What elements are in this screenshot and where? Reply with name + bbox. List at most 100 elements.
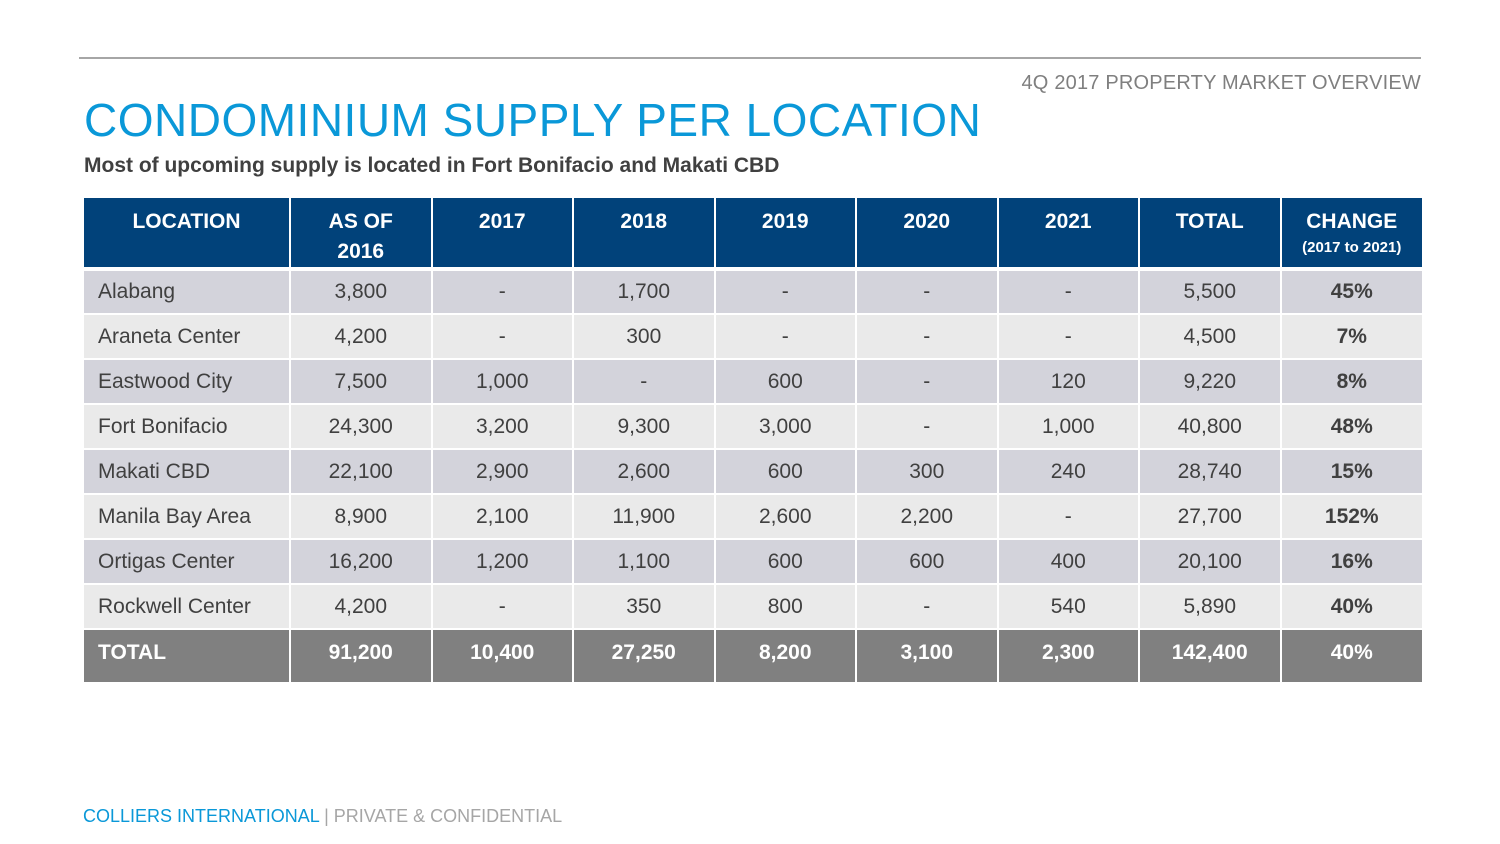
cell-2019: 600 — [714, 449, 857, 495]
cell-2021: 400 — [997, 539, 1140, 585]
cell-location: Manila Bay Area — [84, 494, 291, 540]
report-label: 4Q 2017 PROPERTY MARKET OVERVIEW — [1021, 72, 1421, 94]
cell-2018: 2,600 — [573, 449, 716, 495]
cell-change: 48% — [1280, 404, 1422, 450]
cell-2017: - — [431, 269, 574, 315]
cell-total: 5,890 — [1139, 584, 1282, 630]
table-header: LOCATION AS OF 2016 2017 2018 2019 2020 2… — [84, 198, 1422, 270]
total-cell-2021: 2,300 — [997, 629, 1140, 684]
table-row: Rockwell Center 4,200 - 350 800 - 540 5,… — [84, 584, 1422, 630]
total-cell-change: 40% — [1280, 629, 1422, 684]
col-header-2019: 2019 — [714, 198, 857, 270]
total-row: TOTAL 91,200 10,400 27,250 8,200 3,100 2… — [84, 629, 1422, 684]
cell-2020: - — [856, 404, 999, 450]
cell-location: Rockwell Center — [84, 584, 291, 630]
col-header-change-sub: (2017 to 2021) — [1302, 239, 1402, 256]
cell-2018: 1,100 — [573, 539, 716, 585]
cell-change: 7% — [1280, 314, 1422, 360]
cell-location: Ortigas Center — [84, 539, 291, 585]
cell-location: Alabang — [84, 269, 291, 315]
table-row: Manila Bay Area 8,900 2,100 11,900 2,600… — [84, 494, 1422, 540]
cell-location: Fort Bonifacio — [84, 404, 291, 450]
cell-2021: 1,000 — [997, 404, 1140, 450]
cell-2017: 1,000 — [431, 359, 574, 405]
cell-as-of-2016: 4,200 — [290, 584, 433, 630]
cell-2020: - — [856, 359, 999, 405]
table-row: Eastwood City 7,500 1,000 - 600 - 120 9,… — [84, 359, 1422, 405]
cell-change: 8% — [1280, 359, 1422, 405]
cell-location: Araneta Center — [84, 314, 291, 360]
cell-2019: 3,000 — [714, 404, 857, 450]
cell-as-of-2016: 8,900 — [290, 494, 433, 540]
cell-as-of-2016: 3,800 — [290, 269, 433, 315]
col-header-as-of-line1: AS OF — [328, 210, 393, 233]
cell-2017: 2,900 — [431, 449, 574, 495]
page-title: CONDOMINIUM SUPPLY PER LOCATION — [84, 94, 982, 146]
cell-2018: 1,700 — [573, 269, 716, 315]
cell-total: 40,800 — [1139, 404, 1282, 450]
cell-2017: - — [431, 314, 574, 360]
cell-as-of-2016: 7,500 — [290, 359, 433, 405]
cell-2021: 540 — [997, 584, 1140, 630]
cell-2018: - — [573, 359, 716, 405]
cell-2020: 600 — [856, 539, 999, 585]
col-header-as-of-2016: AS OF 2016 — [290, 198, 433, 270]
col-header-2017: 2017 — [431, 198, 574, 270]
total-cell-2017: 10,400 — [431, 629, 574, 684]
cell-2019: 2,600 — [714, 494, 857, 540]
supply-table-container: LOCATION AS OF 2016 2017 2018 2019 2020 2… — [84, 198, 1422, 684]
cell-2021: - — [997, 314, 1140, 360]
cell-2020: - — [856, 314, 999, 360]
total-cell-2018: 27,250 — [573, 629, 716, 684]
cell-2020: 300 — [856, 449, 999, 495]
total-cell-label: TOTAL — [84, 629, 291, 684]
cell-2018: 11,900 — [573, 494, 716, 540]
cell-2021: 120 — [997, 359, 1140, 405]
cell-as-of-2016: 22,100 — [290, 449, 433, 495]
cell-change: 45% — [1280, 269, 1422, 315]
page-subtitle: Most of upcoming supply is located in Fo… — [84, 154, 780, 177]
supply-table: LOCATION AS OF 2016 2017 2018 2019 2020 2… — [84, 198, 1422, 684]
cell-location: Makati CBD — [84, 449, 291, 495]
cell-2021: 240 — [997, 449, 1140, 495]
cell-2020: - — [856, 269, 999, 315]
footer-confidential: PRIVATE & CONFIDENTIAL — [333, 806, 563, 826]
cell-2020: 2,200 — [856, 494, 999, 540]
cell-2019: 800 — [714, 584, 857, 630]
cell-as-of-2016: 24,300 — [290, 404, 433, 450]
col-header-as-of-line2: 2016 — [337, 240, 385, 263]
cell-2019: 600 — [714, 359, 857, 405]
table-row: Alabang 3,800 - 1,700 - - - 5,500 45% — [84, 269, 1422, 315]
table-row: Ortigas Center 16,200 1,200 1,100 600 60… — [84, 539, 1422, 585]
cell-2019: - — [714, 269, 857, 315]
col-header-2020: 2020 — [856, 198, 999, 270]
col-header-change: CHANGE (2017 to 2021) — [1280, 198, 1422, 270]
total-cell-2019: 8,200 — [714, 629, 857, 684]
cell-2017: 2,100 — [431, 494, 574, 540]
col-header-change-label: CHANGE — [1306, 210, 1398, 233]
table-row: Makati CBD 22,100 2,900 2,600 600 300 24… — [84, 449, 1422, 495]
total-cell-2020: 3,100 — [856, 629, 999, 684]
cell-total: 27,700 — [1139, 494, 1282, 540]
cell-2017: - — [431, 584, 574, 630]
cell-location: Eastwood City — [84, 359, 291, 405]
cell-change: 15% — [1280, 449, 1422, 495]
cell-total: 28,740 — [1139, 449, 1282, 495]
cell-change: 16% — [1280, 539, 1422, 585]
col-header-total: TOTAL — [1139, 198, 1282, 270]
col-header-2021: 2021 — [997, 198, 1140, 270]
cell-2018: 350 — [573, 584, 716, 630]
cell-2018: 300 — [573, 314, 716, 360]
cell-2017: 3,200 — [431, 404, 574, 450]
cell-total: 4,500 — [1139, 314, 1282, 360]
cell-2021: - — [997, 269, 1140, 315]
cell-2021: - — [997, 494, 1140, 540]
total-cell-as-of-2016: 91,200 — [290, 629, 433, 684]
table-row: Araneta Center 4,200 - 300 - - - 4,500 7… — [84, 314, 1422, 360]
cell-as-of-2016: 16,200 — [290, 539, 433, 585]
cell-total: 20,100 — [1139, 539, 1282, 585]
cell-as-of-2016: 4,200 — [290, 314, 433, 360]
total-cell-total: 142,400 — [1139, 629, 1282, 684]
cell-2019: 600 — [714, 539, 857, 585]
cell-total: 9,220 — [1139, 359, 1282, 405]
